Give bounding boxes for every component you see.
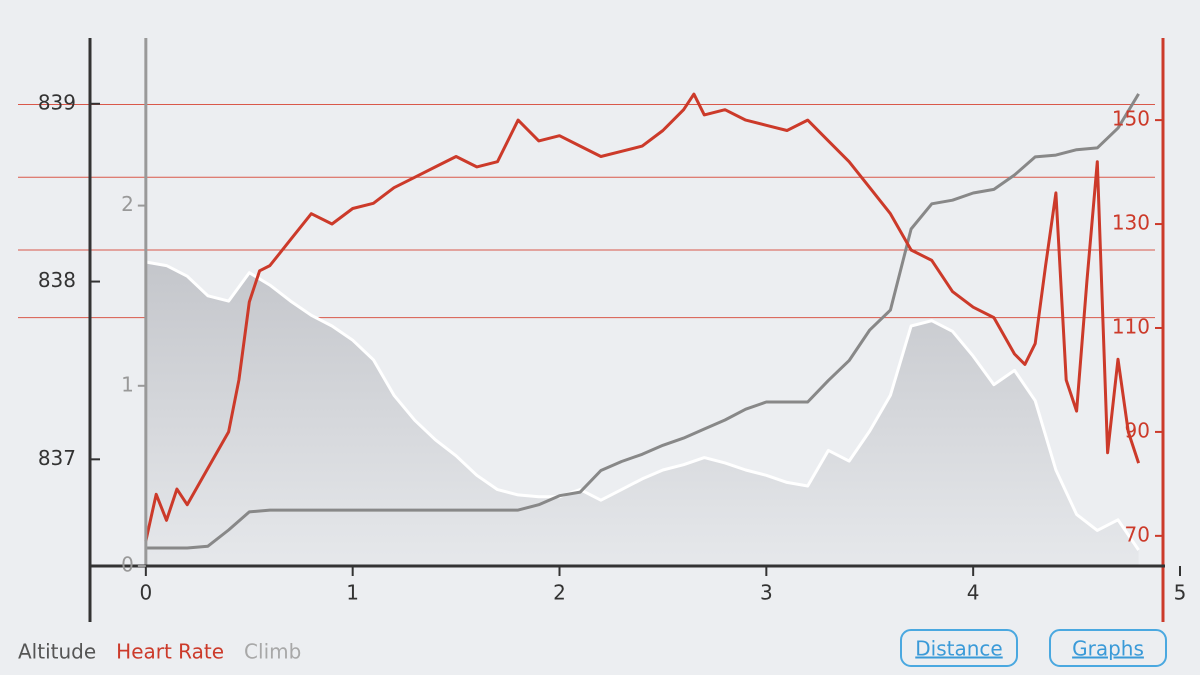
altitude-area [145,262,1139,566]
legend-entry: Climb [244,640,301,664]
graphs-button[interactable] [1049,629,1167,667]
x-tick-label: 1 [346,581,359,605]
series-line [144,92,1141,542]
y3-tick-label: 150 [1112,107,1150,131]
graphs-button-label[interactable]: Graphs [1072,637,1144,661]
x-tick-label: 2 [553,581,566,605]
series-line [145,260,1140,551]
y3-tick-label: 130 [1112,211,1150,235]
x-tick-label: 4 [967,581,980,605]
x-tick-label: 0 [139,581,152,605]
y3-tick-label: 110 [1112,314,1150,338]
series-line [145,93,1140,550]
y2-tick-label: 1 [121,372,134,396]
y2-tick-label: 0 [121,553,134,577]
y3-tick-label: 70 [1125,522,1150,546]
x-tick-label: 5 [1174,581,1187,605]
legend-entry: Heart Rate [116,640,224,664]
y-tick-label: 838 [38,268,76,292]
y3-tick-label: 90 [1125,418,1150,442]
y2-tick-label: 2 [121,192,134,216]
y-tick-label: 839 [38,90,76,114]
distance-button[interactable] [900,629,1018,667]
distance-button-label[interactable]: Distance [915,637,1002,661]
x-tick-label: 3 [760,581,773,605]
y-tick-label: 837 [38,446,76,470]
plot: 0 1 2 3 4 5 837 838 839 0 1 2 70 90 110 130 150 [18,38,1186,622]
legend-entry: Altitude [18,640,96,664]
